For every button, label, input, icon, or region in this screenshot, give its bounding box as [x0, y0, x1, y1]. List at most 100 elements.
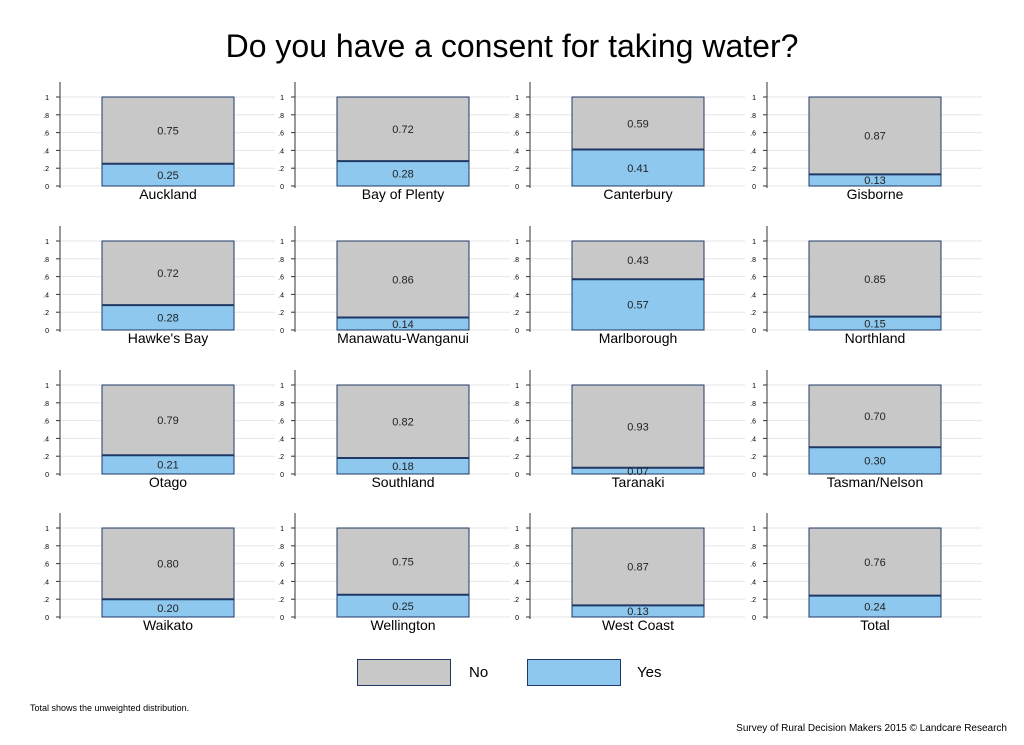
data-label-no: 0.93	[627, 421, 648, 433]
y-tick-label: .2	[750, 597, 756, 604]
y-tick-label: .6	[513, 562, 519, 569]
y-tick-label: 1	[515, 383, 519, 390]
region-label: Manawatu-Wanganui	[337, 330, 469, 346]
y-tick-label: 1	[45, 239, 49, 246]
data-label-no: 0.76	[864, 557, 885, 569]
data-label-yes: 0.57	[627, 300, 648, 312]
region-label: Northland	[845, 330, 906, 346]
y-tick-label: 1	[752, 95, 756, 102]
y-tick-label: .4	[278, 148, 284, 155]
y-tick-label: 0	[515, 184, 519, 191]
legend-no-label: No	[469, 664, 489, 681]
y-tick-label: .8	[278, 544, 284, 551]
bar-no	[808, 240, 942, 318]
y-tick-label: .6	[43, 131, 49, 138]
bar-no	[571, 527, 705, 606]
region-label: West Coast	[602, 617, 674, 633]
y-tick-label: .2	[278, 166, 284, 173]
data-label-yes: 0.13	[627, 606, 648, 618]
chart-plot-area: 0 .2 .4 .6 .8 1 0.75 0.25 Auckland 0 .2 .4 .6 .8 1 0.72…	[43, 82, 982, 633]
y-tick-label: .8	[43, 401, 49, 408]
y-tick-label: .4	[43, 148, 49, 155]
y-tick-label: .8	[43, 257, 49, 264]
data-label-no: 0.70	[864, 411, 885, 423]
y-tick-label: .4	[278, 292, 284, 299]
bar-no	[808, 384, 942, 448]
y-tick-label: 1	[515, 95, 519, 102]
y-tick-label: .4	[513, 292, 519, 299]
y-tick-label: .8	[513, 257, 519, 264]
y-tick-label: 1	[280, 526, 284, 533]
y-tick-label: 0	[280, 472, 284, 479]
y-tick-label: .4	[750, 579, 756, 586]
bar-yes	[336, 160, 470, 187]
y-tick-label: .6	[513, 419, 519, 426]
data-label-no: 0.87	[864, 131, 885, 143]
bar-yes	[571, 278, 705, 331]
y-tick-label: 0	[45, 184, 49, 191]
region-label: Bay of Plenty	[362, 186, 445, 202]
y-tick-label: 1	[515, 239, 519, 246]
region-label: Gisborne	[847, 186, 904, 202]
data-label-no: 0.85	[864, 274, 885, 286]
legend: No Yes	[357, 659, 687, 689]
y-tick-label: 0	[752, 328, 756, 335]
data-label-yes: 0.28	[392, 169, 413, 181]
y-tick-label: 1	[280, 383, 284, 390]
bar-no	[571, 384, 705, 469]
region-label: Total	[860, 617, 890, 633]
y-tick-label: 0	[280, 184, 284, 191]
y-tick-label: 1	[752, 383, 756, 390]
bar-yes	[571, 149, 705, 187]
y-tick-label: 0	[515, 472, 519, 479]
data-label-yes: 0.24	[864, 601, 885, 613]
y-tick-label: 0	[752, 472, 756, 479]
region-label: Hawke's Bay	[128, 330, 208, 346]
y-tick-label: .6	[750, 419, 756, 426]
data-label-yes: 0.21	[157, 460, 178, 472]
bar-no	[336, 384, 470, 459]
y-tick-label: .2	[43, 597, 49, 604]
y-tick-label: 0	[45, 328, 49, 335]
y-tick-label: 0	[515, 328, 519, 335]
data-label-yes: 0.41	[627, 163, 648, 175]
data-label-yes: 0.13	[864, 175, 885, 187]
y-tick-label: .2	[278, 454, 284, 461]
y-tick-label: .2	[43, 454, 49, 461]
y-tick-label: .6	[278, 275, 284, 282]
region-label: Canterbury	[603, 186, 672, 202]
y-tick-label: 0	[280, 328, 284, 335]
y-tick-label: .2	[278, 310, 284, 317]
y-tick-label: .8	[278, 257, 284, 264]
data-label-yes: 0.25	[157, 170, 178, 182]
y-tick-label: .6	[278, 131, 284, 138]
legend-yes-swatch	[527, 659, 621, 686]
bar-no	[808, 96, 942, 175]
data-label-no: 0.82	[392, 416, 413, 428]
bar-no	[571, 240, 705, 280]
region-label: Marlborough	[599, 330, 678, 346]
y-tick-label: .4	[750, 292, 756, 299]
region-label: Southland	[371, 474, 434, 490]
y-tick-label: .6	[43, 562, 49, 569]
region-label: Otago	[149, 474, 187, 490]
y-tick-label: 1	[45, 526, 49, 533]
y-tick-label: 1	[752, 526, 756, 533]
y-tick-label: 0	[752, 184, 756, 191]
y-tick-label: .4	[513, 148, 519, 155]
y-tick-label: .4	[750, 436, 756, 443]
data-label-no: 0.75	[157, 125, 178, 137]
y-tick-label: .8	[43, 113, 49, 120]
y-tick-label: .8	[513, 544, 519, 551]
y-tick-label: .6	[750, 131, 756, 138]
y-tick-label: .4	[513, 436, 519, 443]
bar-no	[101, 527, 235, 600]
y-tick-label: .8	[750, 544, 756, 551]
y-tick-label: .2	[750, 454, 756, 461]
y-tick-label: .4	[43, 579, 49, 586]
data-label-yes: 0.25	[392, 601, 413, 613]
y-tick-label: .8	[43, 544, 49, 551]
bar-yes	[101, 304, 235, 331]
y-tick-label: .8	[513, 113, 519, 120]
bar-no	[571, 96, 705, 151]
